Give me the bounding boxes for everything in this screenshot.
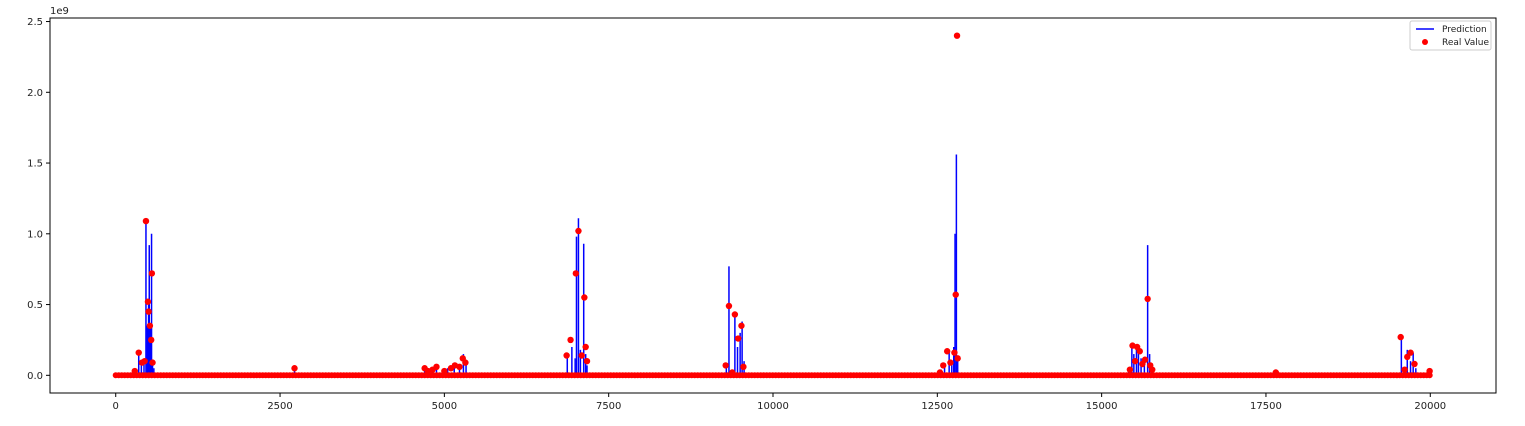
y-tick-label-3: 1.5 — [27, 159, 43, 170]
real-value-point-41 — [951, 349, 958, 356]
y-scale-label: 1e9 — [50, 6, 69, 17]
y-tick-label-4: 2.0 — [27, 88, 43, 99]
real-value-point-38 — [940, 362, 947, 369]
real-value-point-28 — [582, 343, 589, 351]
real-value-point-31 — [725, 302, 733, 310]
y-axis: 0.0 0.5 1.0 1.5 2.0 2.5 — [27, 17, 50, 382]
real-value-point-33 — [731, 311, 739, 318]
real-value-point-5 — [144, 298, 152, 305]
x-tick-label-8: 20000 — [1414, 401, 1446, 412]
axes-frame — [49, 17, 1497, 394]
real-value-point-26 — [578, 352, 585, 359]
real-value-point-52 — [1144, 295, 1151, 303]
real-value-point-47 — [1131, 357, 1139, 365]
real-value-point-40 — [947, 359, 954, 366]
x-tick-label-4: 10000 — [757, 401, 789, 412]
x-tick-label-0: 0 — [113, 401, 119, 412]
x-axis: 0 2500 5000 7500 10000 12500 15000 17500 20000 — [113, 393, 1446, 412]
real-value-point-3 — [141, 357, 148, 365]
real-value-point-16 — [441, 367, 448, 375]
real-value-baseline-points — [112, 372, 1433, 379]
x-tick-label-5: 12500 — [921, 401, 953, 412]
y-tick-label-2: 1.0 — [27, 229, 43, 240]
real-value-point-61 — [1426, 367, 1433, 375]
real-value-point-57 — [1401, 366, 1408, 373]
y-tick-label-0: 0.0 — [27, 371, 43, 382]
real-value-point-8 — [148, 336, 155, 344]
y-tick-label-1: 0.5 — [27, 300, 43, 311]
real-value-point-43 — [953, 32, 961, 39]
real-value-point-37 — [936, 369, 944, 376]
real-value-point-4 — [142, 217, 150, 225]
real-value-point-9 — [148, 270, 156, 277]
real-value-point-24 — [572, 270, 580, 277]
real-value-point-54 — [1149, 366, 1156, 373]
real-value-point-49 — [1136, 348, 1143, 355]
real-value-point-39 — [943, 348, 951, 355]
legend: Prediction Real Value — [1409, 20, 1492, 51]
real-value-point-30 — [722, 362, 729, 369]
real-value-point-23 — [567, 336, 574, 344]
x-tick-label-2: 5000 — [432, 401, 457, 412]
x-tick-label-6: 15000 — [1086, 401, 1118, 412]
real-value-point-25 — [575, 227, 582, 235]
legend-prediction-label: Prediction — [1442, 25, 1487, 35]
real-value-point-7 — [146, 322, 154, 329]
x-tick-label-3: 7500 — [596, 401, 621, 412]
real-value-point-1 — [135, 349, 142, 356]
real-value-point-34 — [734, 335, 742, 342]
real-value-point-60 — [1411, 360, 1418, 368]
x-tick-label-1: 2500 — [267, 401, 292, 412]
real-value-point-0 — [131, 367, 138, 375]
legend-real-value-label: Real Value — [1442, 38, 1489, 48]
real-value-point-10 — [149, 359, 156, 366]
y-tick-label-5: 2.5 — [27, 17, 43, 28]
real-value-point-45 — [1126, 366, 1134, 373]
real-value-point-11 — [291, 365, 298, 372]
real-value-point-59 — [1407, 349, 1414, 356]
real-value-point-42 — [952, 291, 959, 298]
real-value-point-44 — [954, 355, 961, 362]
real-value-point-15 — [433, 363, 440, 371]
plot-area — [112, 32, 1433, 379]
real-value-point-36 — [740, 363, 747, 371]
legend-real-value-swatch — [1422, 39, 1428, 45]
real-value-point-6 — [145, 308, 152, 315]
real-value-point-56 — [1397, 333, 1404, 341]
real-value-point-51 — [1141, 356, 1149, 363]
real-value-point-27 — [581, 294, 588, 301]
real-value-point-29 — [583, 357, 591, 365]
real-value-point-22 — [563, 352, 570, 359]
real-value-point-32 — [729, 369, 736, 376]
x-tick-label-7: 17500 — [1250, 401, 1282, 412]
real-value-point-35 — [738, 322, 745, 329]
real-value-point-19 — [456, 363, 463, 371]
real-value-point-21 — [462, 359, 469, 366]
real-value-point-55 — [1272, 369, 1280, 376]
